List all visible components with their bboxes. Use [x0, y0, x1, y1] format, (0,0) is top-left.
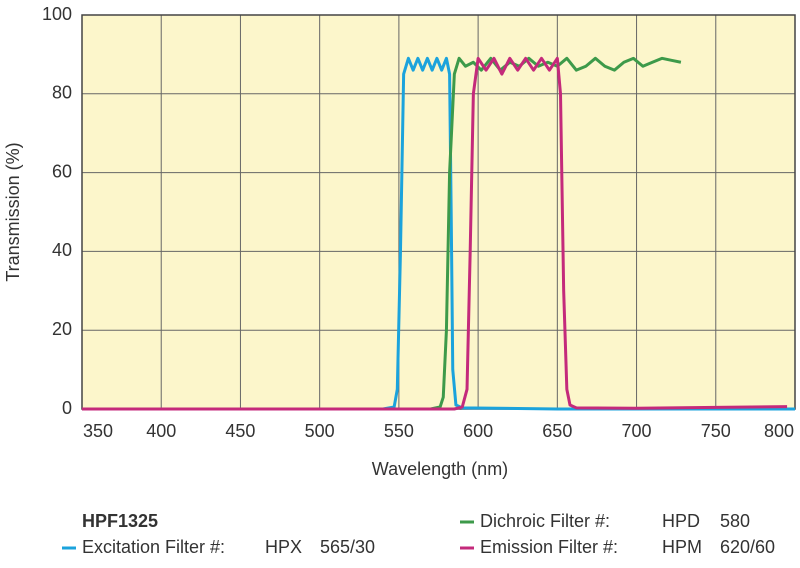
- y-tick-label: 20: [52, 319, 72, 339]
- legend-spec: 620/60: [720, 537, 775, 557]
- y-tick-label: 60: [52, 161, 72, 181]
- legend-spec: 565/30: [320, 537, 375, 557]
- legend-code: HPM: [662, 537, 702, 557]
- x-tick-label: 500: [305, 421, 335, 441]
- x-tick-label: 450: [225, 421, 255, 441]
- x-tick-label: 650: [542, 421, 572, 441]
- y-tick-label: 0: [62, 398, 72, 418]
- x-tick-label: 750: [701, 421, 731, 441]
- x-tick-label: 600: [463, 421, 493, 441]
- y-tick-label: 100: [42, 4, 72, 24]
- series-line: [82, 56, 795, 411]
- series-line: [82, 56, 788, 411]
- x-tick-label: 550: [384, 421, 414, 441]
- x-tick-label: 350: [83, 421, 113, 441]
- x-tick-label: 800: [764, 421, 794, 441]
- x-tick-label: 700: [622, 421, 652, 441]
- y-tick-label: 40: [52, 240, 72, 260]
- series-line: [82, 56, 682, 411]
- legend-spec: 580: [720, 511, 750, 531]
- x-axis-label: Wavelength (nm): [372, 459, 508, 479]
- legend-title: HPF1325: [82, 511, 158, 531]
- plot-area: [82, 15, 795, 409]
- legend-code: HPX: [265, 537, 302, 557]
- legend-label: Dichroic Filter #:: [480, 511, 610, 531]
- x-tick-label: 400: [146, 421, 176, 441]
- legend-code: HPD: [662, 511, 700, 531]
- y-tick-label: 80: [52, 83, 72, 103]
- y-axis-label: Transmission (%): [3, 142, 23, 281]
- legend-label: Excitation Filter #:: [82, 537, 225, 557]
- legend-label: Emission Filter #:: [480, 537, 618, 557]
